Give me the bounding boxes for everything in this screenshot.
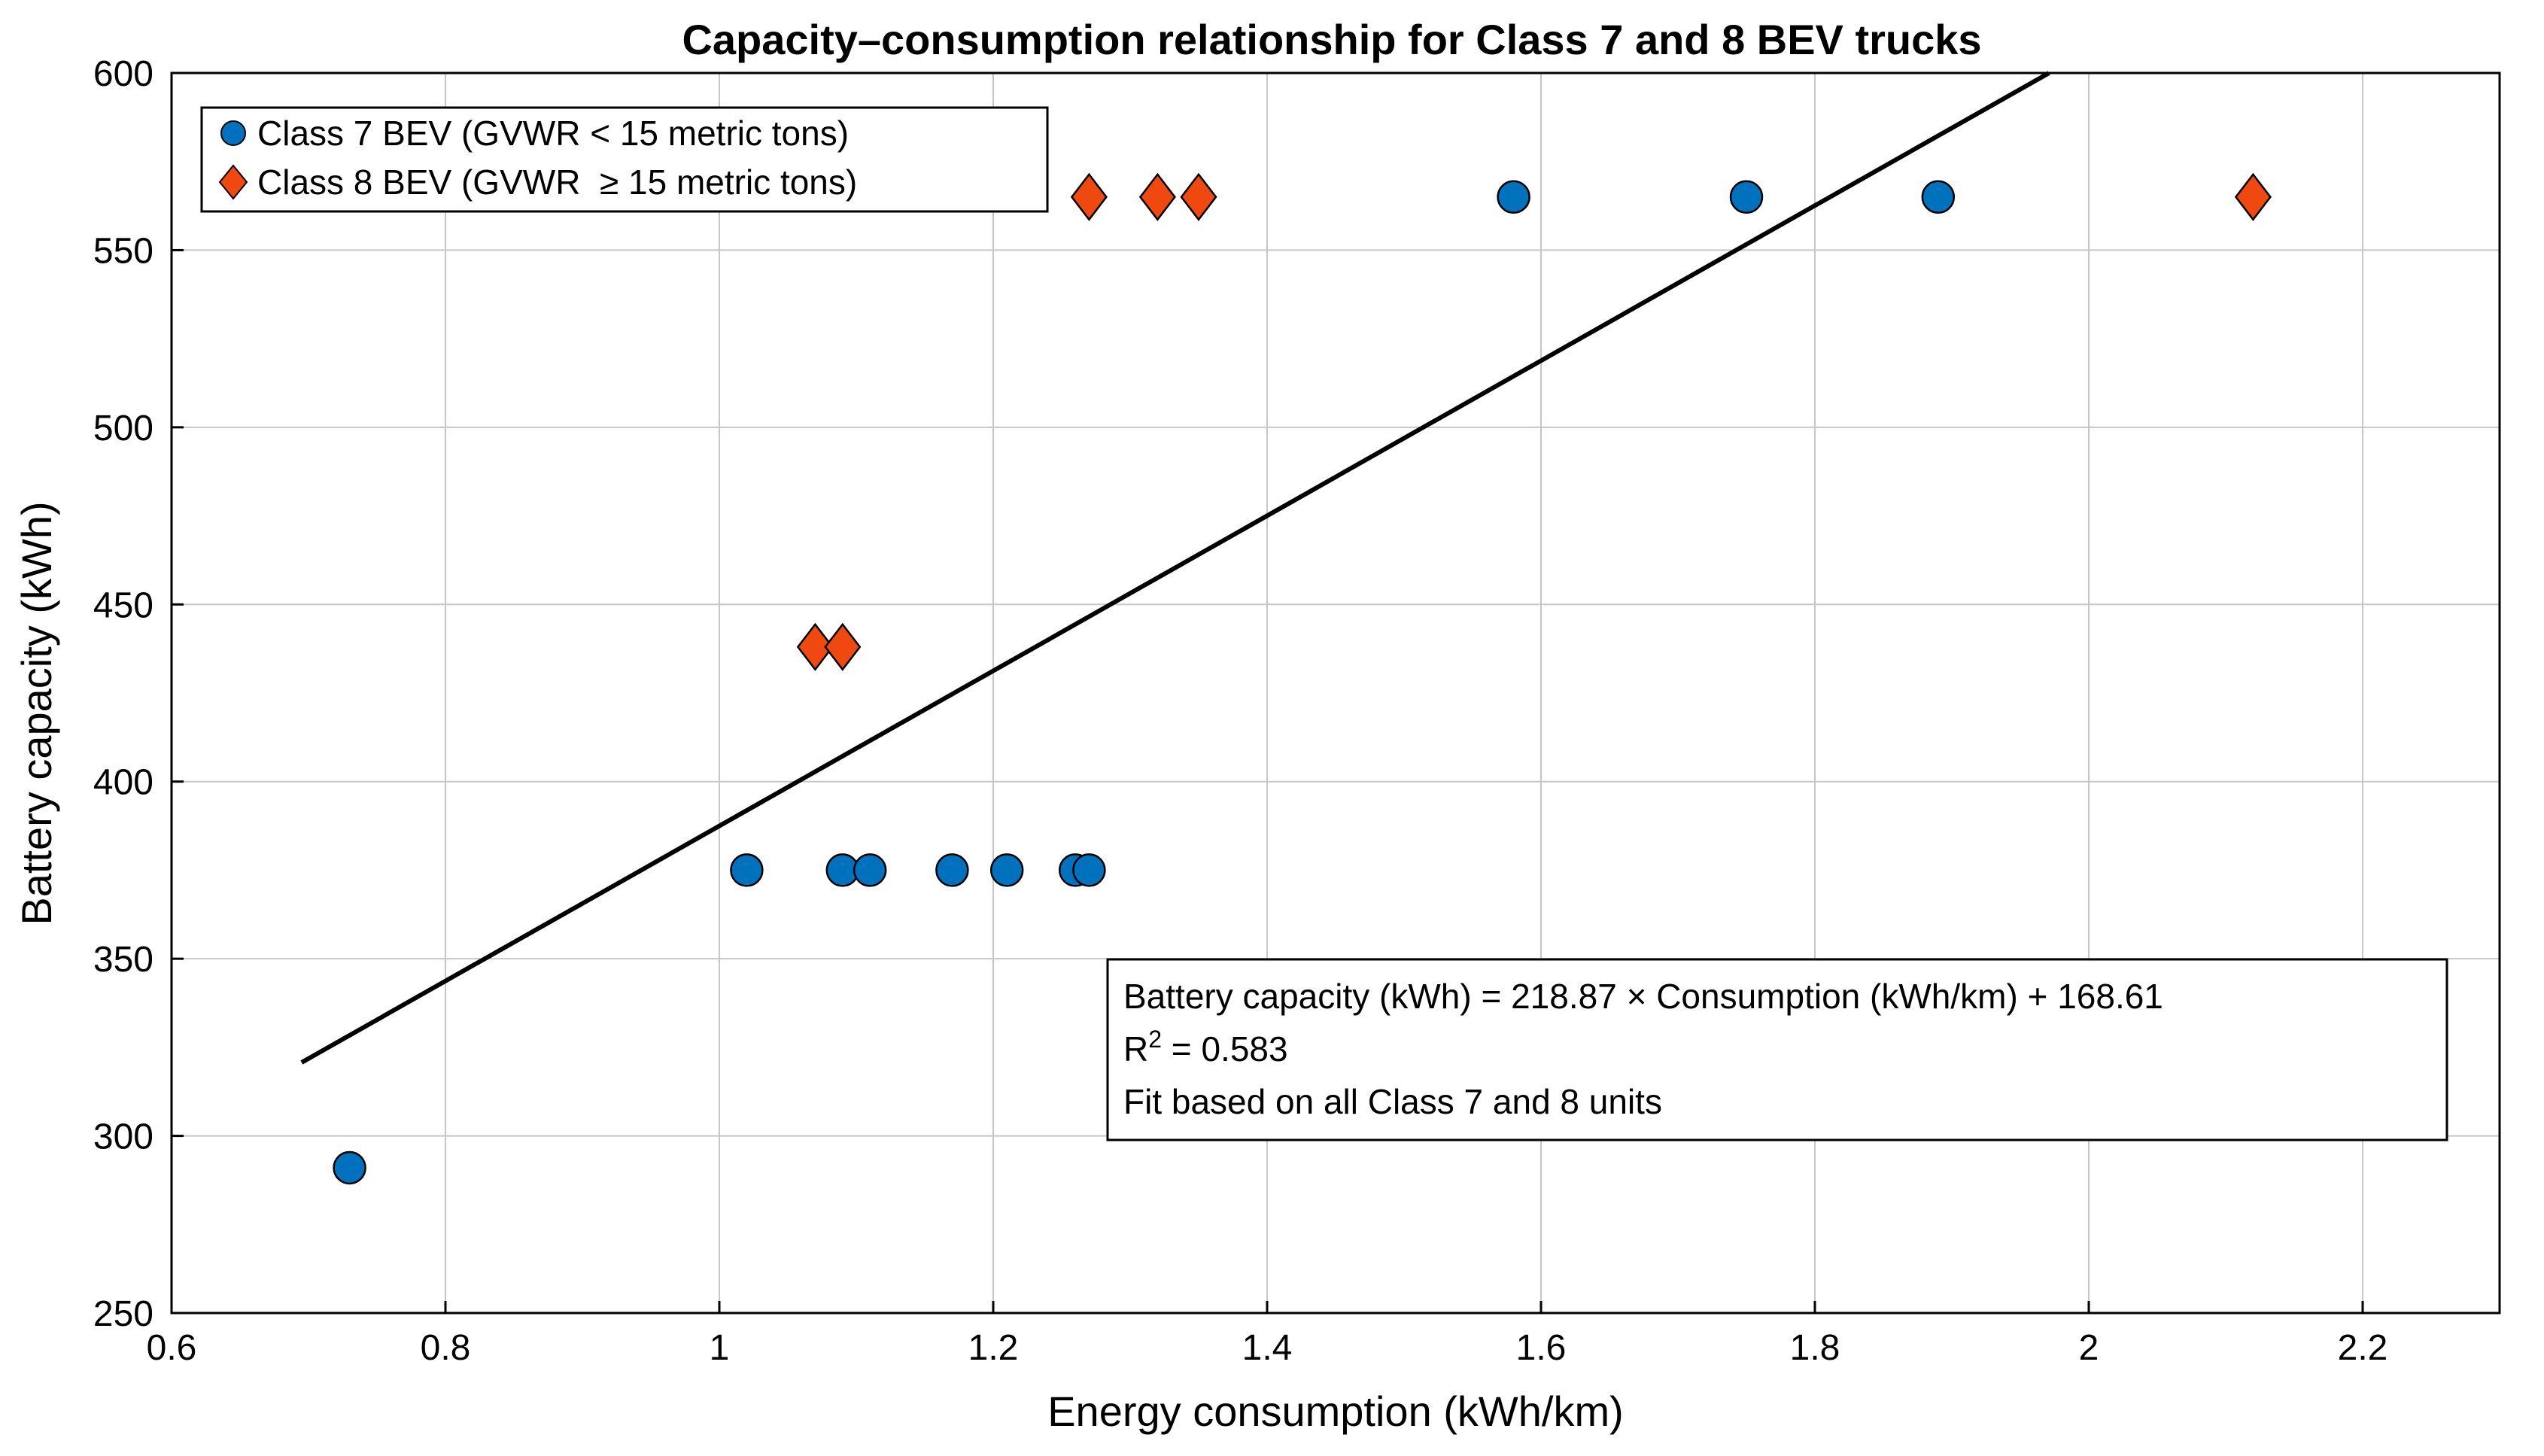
legend-box bbox=[200, 106, 1049, 213]
class7-point bbox=[1921, 180, 1956, 214]
class8-point bbox=[1180, 172, 1217, 221]
r-squared-value: = 0.583 bbox=[1162, 1029, 1288, 1068]
y-tick-label: 450 bbox=[93, 585, 153, 625]
class8-point bbox=[1138, 172, 1176, 221]
x-tick-label: 2 bbox=[2079, 1328, 2099, 1368]
x-tick-label: 1.8 bbox=[1790, 1328, 1840, 1368]
class7-point bbox=[1072, 853, 1106, 887]
legend-marker-class7 bbox=[220, 120, 246, 146]
chart-title: Capacity–consumption relationship for Cl… bbox=[682, 16, 1981, 63]
legend-marker-class8 bbox=[218, 164, 248, 200]
class7-point bbox=[935, 853, 969, 887]
class8-point bbox=[796, 622, 834, 671]
r-squared: R2 = 0.583 bbox=[1123, 1026, 1288, 1068]
x-tick-label: 2.2 bbox=[2338, 1328, 2388, 1368]
legend: Class 7 BEV (GVWR < 15 metric tons) Clas… bbox=[200, 106, 1049, 213]
x-axis-ticks: 0.6 0.8 1 1.2 1.4 1.6 1.8 2 2.2 bbox=[147, 1301, 2388, 1368]
legend-label-class7: Class 7 BEV (GVWR < 15 metric tons) bbox=[257, 114, 849, 153]
y-axis-label: Battery capacity (kWh) bbox=[13, 501, 60, 925]
x-tick-label: 0.8 bbox=[421, 1328, 471, 1368]
fit-note: Fit based on all Class 7 and 8 units bbox=[1123, 1082, 1662, 1121]
plot-frame bbox=[170, 71, 2501, 1315]
x-tick-label: 1.2 bbox=[968, 1328, 1019, 1368]
class7-point bbox=[333, 1151, 366, 1185]
r-squared-label: R bbox=[1123, 1029, 1148, 1068]
data-points bbox=[333, 172, 2272, 1185]
fit-line-group bbox=[300, 71, 2050, 1065]
x-tick-label: 1.4 bbox=[1242, 1328, 1293, 1368]
y-tick-label: 250 bbox=[93, 1294, 153, 1334]
r-squared-sup: 2 bbox=[1148, 1026, 1162, 1053]
y-axis-ticks: 250 300 350 400 450 500 550 600 bbox=[93, 54, 184, 1334]
y-tick-label: 350 bbox=[93, 940, 153, 980]
class7-point bbox=[1497, 180, 1530, 214]
x-tick-label: 1.6 bbox=[1516, 1328, 1567, 1368]
fit-line bbox=[300, 71, 2050, 1065]
x-axis-label: Energy consumption (kWh/km) bbox=[1047, 1388, 1624, 1435]
annotation-box bbox=[1106, 958, 2448, 1141]
y-tick-label: 400 bbox=[93, 763, 153, 803]
y-tick-label: 600 bbox=[93, 54, 153, 94]
class8-point bbox=[1070, 172, 1108, 221]
y-tick-label: 550 bbox=[93, 231, 153, 271]
class7-point bbox=[853, 853, 887, 887]
class8-point bbox=[2234, 172, 2272, 221]
x-tick-label: 1 bbox=[710, 1328, 730, 1368]
legend-label-class8: Class 8 BEV (GVWR ≥ 15 metric tons) bbox=[257, 163, 857, 202]
class7-point bbox=[989, 853, 1024, 887]
fit-equation: Battery capacity (kWh) = 218.87 × Consum… bbox=[1123, 977, 2163, 1016]
class7-point bbox=[1729, 180, 1764, 214]
class8-point bbox=[824, 622, 862, 671]
y-tick-label: 300 bbox=[93, 1117, 153, 1157]
x-tick-label: 0.6 bbox=[147, 1328, 197, 1368]
y-tick-label: 500 bbox=[93, 409, 153, 448]
class7-point bbox=[730, 853, 764, 887]
fit-annotation: Battery capacity (kWh) = 218.87 × Consum… bbox=[1106, 958, 2448, 1141]
